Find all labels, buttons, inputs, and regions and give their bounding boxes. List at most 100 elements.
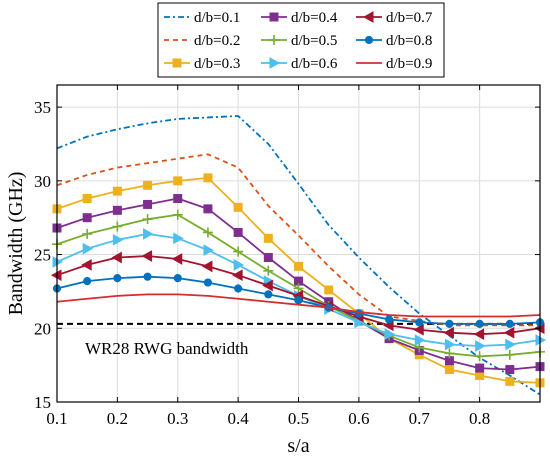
legend-label: d/b=0.1 [194,10,240,26]
legend-marker [362,11,374,23]
legend-item: d/b=0.2 [164,33,240,49]
legend-marker [172,58,182,68]
data-point [142,214,153,225]
data-point [232,269,243,282]
data-point [263,233,273,243]
series-line [56,293,541,318]
legend-label: d/b=0.6 [291,56,338,72]
data-point [505,338,516,351]
data-point [201,260,213,273]
data-point [173,232,184,245]
data-point [294,296,303,305]
x-tick-label: 0.3 [167,409,188,428]
data-point [505,365,515,375]
reference-line-label: WR28 RWG bandwidth [85,339,249,358]
data-point [112,233,124,246]
data-point [503,326,515,339]
legend-item: d/b=0.4 [261,10,338,26]
data-point [81,259,92,271]
data-point [233,227,243,237]
series-d-b-0-9 [56,293,541,318]
data-point [445,319,454,328]
y-tick-label: 15 [34,393,51,412]
series-group [50,115,547,396]
data-point [234,284,243,293]
data-point [384,315,394,324]
data-point [474,351,485,362]
x-tick-label: 0.1 [46,409,67,428]
data-point [202,227,213,238]
y-tick-label: 30 [34,172,51,191]
legend-label: d/b=0.2 [194,33,240,49]
data-point [475,363,485,373]
data-point [475,370,485,380]
series-line [56,115,541,396]
data-point [505,319,514,328]
data-point [82,213,92,223]
data-point [324,285,334,295]
series-d-b-0-6 [52,228,547,352]
data-point [143,272,152,281]
data-point [263,265,274,276]
legend-box [157,2,445,78]
y-axis-label: Bandwidth (GHz) [5,172,27,316]
data-point [173,194,183,204]
grid [56,85,540,403]
x-tick-label: 0.4 [228,409,250,428]
legend-item: d/b=0.8 [356,33,432,49]
data-point [294,261,303,271]
data-point [444,348,455,359]
data-point [504,349,515,360]
legend-label: d/b=0.9 [386,56,432,72]
data-point [143,180,153,190]
x-axis-label: s/a [287,435,309,457]
data-point [143,199,153,209]
data-point [141,250,153,262]
legend: d/b=0.1 d/b=0.2 d/b=0.3 d/b=0.4 d/b=0.5 d/b=0… [157,2,445,78]
data-point [172,209,183,220]
tick-labels: 0.1 0.2 0.3 0.4 0.5 0.6 0.7 0.8 15 20 25 30 35 [34,98,490,428]
data-point [475,340,486,352]
data-point [173,274,182,283]
data-point [414,334,426,346]
data-point [293,283,304,294]
legend-label: d/b=0.5 [291,33,337,49]
data-point [82,228,93,239]
data-point [112,221,123,232]
data-point [203,244,214,256]
series-line [56,153,540,327]
legend-item: d/b=0.1 [164,10,240,26]
data-point [203,173,213,183]
data-point [413,323,424,336]
x-tick-label: 0.8 [469,409,490,428]
x-tick-label: 0.7 [409,409,431,428]
data-point [473,328,485,341]
plot-frame [56,84,541,403]
data-point [203,278,213,287]
series-d-b-0-1 [56,115,541,396]
legend-label: d/b=0.8 [386,33,432,49]
data-point [83,276,92,286]
data-point [173,176,183,186]
x-tick-label: 0.6 [348,409,369,428]
x-tick-label: 0.2 [107,409,128,428]
legend-label: d/b=0.3 [194,56,240,72]
legend-label: d/b=0.4 [291,10,338,26]
data-point [82,194,92,204]
series-d-b-0-2 [56,153,540,327]
data-point [233,202,243,212]
legend-marker [269,35,279,45]
data-point [111,251,122,264]
data-point [171,253,183,265]
legend-marker [364,35,374,45]
data-point [113,274,122,283]
y-tick-label: 25 [34,246,51,265]
data-point [264,290,273,299]
data-point [505,376,515,386]
data-point [414,342,425,353]
data-point [443,326,454,339]
data-point [444,338,456,351]
data-point [384,328,396,341]
